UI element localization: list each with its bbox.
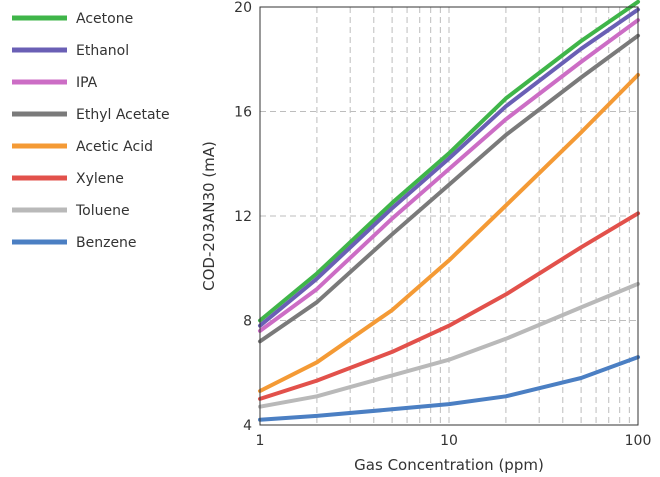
x-axis-ticks: 1 10 100: [256, 433, 652, 449]
y-tick-label: 12: [234, 209, 252, 225]
series-line-benzene: [258, 355, 640, 422]
legend-label-acetic-acid: Acetic Acid: [76, 139, 153, 155]
y-axis-ticks: 4 8 12 16 20: [234, 0, 252, 434]
legend-label-acetone: Acetone: [76, 11, 133, 27]
legend-label-ethanol: Ethanol: [76, 43, 129, 59]
x-tick-label: 100: [625, 433, 652, 449]
series-line-ethanol: [258, 7, 640, 328]
series-line-xylene: [258, 211, 640, 401]
legend-label-ipa: IPA: [76, 75, 98, 91]
series-line-ethyl-acetate: [258, 33, 640, 344]
series-line-acetone: [258, 0, 640, 323]
legend: Acetone Ethanol IPA Ethyl Acetate Acetic Aci…: [12, 11, 170, 251]
legend-label-xylene: Xylene: [76, 171, 124, 187]
plot-frame: [259, 6, 639, 426]
y-tick-label: 20: [234, 0, 252, 16]
y-axis-title: COD-203AN30 (mA): [200, 141, 218, 291]
legend-label-ethyl-acetate: Ethyl Acetate: [76, 107, 170, 123]
x-tick-label: 10: [440, 433, 458, 449]
y-tick-label: 8: [243, 314, 252, 330]
series-lines: [258, 0, 640, 422]
x-axis-title: Gas Concentration (ppm): [354, 456, 544, 474]
legend-label-benzene: Benzene: [76, 235, 137, 251]
y-tick-label: 4: [243, 418, 252, 434]
y-tick-label: 16: [234, 105, 252, 121]
series-line-acetic-acid: [258, 72, 640, 393]
grid: [260, 7, 638, 425]
legend-label-toluene: Toluene: [75, 203, 130, 219]
series-line-ipa: [258, 18, 640, 333]
series-line-toluene: [258, 281, 640, 409]
x-tick-label: 1: [256, 433, 265, 449]
